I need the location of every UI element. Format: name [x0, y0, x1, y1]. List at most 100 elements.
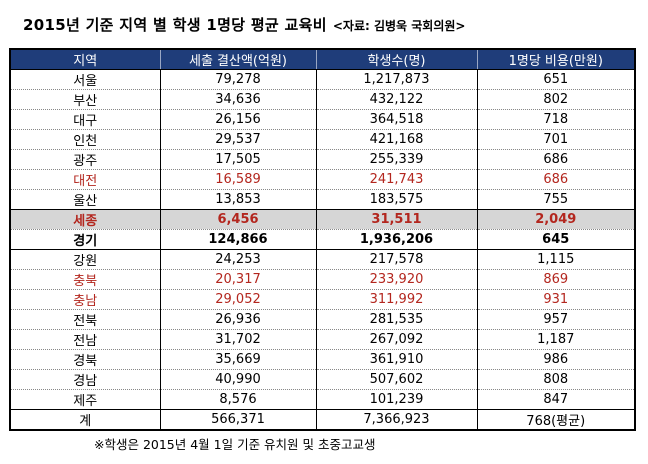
students-cell: 507,602	[315, 369, 478, 390]
table-row: 계 566,371 7,366,923 768(평균)	[9, 409, 636, 430]
spending-cell: 17,505	[159, 149, 317, 170]
per-student-cell: 686	[476, 169, 636, 190]
students-cell: 217,578	[315, 249, 478, 270]
students-cell: 267,092	[315, 329, 478, 350]
spending-cell: 13,853	[159, 189, 317, 210]
region-cell: 경북	[9, 349, 161, 370]
per-student-cell: 802	[476, 89, 636, 110]
per-student-cell: 645	[476, 229, 636, 250]
per-student-cell: 2,049	[476, 209, 636, 230]
table-row: 서울 79,278 1,217,873 651	[9, 69, 636, 90]
spending-cell: 124,866	[159, 229, 317, 250]
spending-cell: 29,052	[159, 289, 317, 310]
region-cell: 세종	[9, 209, 161, 230]
spending-cell: 40,990	[159, 369, 317, 390]
table-row: 인천 29,537 421,168 701	[9, 129, 636, 150]
per-student-cell: 1,115	[476, 249, 636, 270]
region-cell: 광주	[9, 149, 161, 170]
spending-cell: 6,456	[159, 209, 317, 230]
education-cost-table: 지역 세출 결산액(억원) 학생수(명) 1명당 비용(만원) 서울 79,278…	[9, 48, 636, 431]
region-cell: 강원	[9, 249, 161, 270]
table-row: 제주 8,576 101,239 847	[9, 389, 636, 410]
region-cell: 충북	[9, 269, 161, 290]
region-cell: 계	[9, 409, 161, 430]
table-row: 충남 29,052 311,992 931	[9, 289, 636, 310]
region-cell: 인천	[9, 129, 161, 150]
table-body: 서울 79,278 1,217,873 651 부산 34,636 432,122 802 대구…	[9, 69, 636, 430]
table-row: 경남 40,990 507,602 808	[9, 369, 636, 390]
region-cell: 대전	[9, 169, 161, 190]
region-cell: 경기	[9, 229, 161, 250]
per-student-cell: 718	[476, 109, 636, 130]
table-row: 전남 31,702 267,092 1,187	[9, 329, 636, 350]
document-title-line: 2015년 기준 지역 별 학생 1명당 평균 교육비 <자료: 김병욱 국회의원…	[23, 14, 465, 36]
spending-cell: 34,636	[159, 89, 317, 110]
students-cell: 101,239	[315, 389, 478, 410]
per-student-cell: 808	[476, 369, 636, 390]
table-row: 대전 16,589 241,743 686	[9, 169, 636, 190]
students-cell: 241,743	[315, 169, 478, 190]
region-cell: 부산	[9, 89, 161, 110]
spending-cell: 31,702	[159, 329, 317, 350]
spending-cell: 8,576	[159, 389, 317, 410]
per-student-cell: 768(평균)	[476, 409, 636, 430]
table-header-row: 지역 세출 결산액(억원) 학생수(명) 1명당 비용(만원)	[9, 49, 636, 70]
students-cell: 361,910	[315, 349, 478, 370]
footnote: ※학생은 2015년 4월 1일 기준 유치원 및 초중고교생	[94, 437, 376, 452]
table-row: 광주 17,505 255,339 686	[9, 149, 636, 170]
region-cell: 충남	[9, 289, 161, 310]
table-row: 울산 13,853 183,575 755	[9, 189, 636, 210]
region-cell: 제주	[9, 389, 161, 410]
per-student-cell: 701	[476, 129, 636, 150]
header-students: 학생수(명)	[315, 49, 478, 70]
students-cell: 281,535	[315, 309, 478, 330]
header-spending: 세출 결산액(억원)	[159, 49, 317, 70]
spending-cell: 16,589	[159, 169, 317, 190]
header-region: 지역	[9, 49, 161, 70]
region-cell: 대구	[9, 109, 161, 130]
table-row: 강원 24,253 217,578 1,115	[9, 249, 636, 270]
per-student-cell: 847	[476, 389, 636, 410]
per-student-cell: 931	[476, 289, 636, 310]
per-student-cell: 755	[476, 189, 636, 210]
per-student-cell: 986	[476, 349, 636, 370]
per-student-cell: 869	[476, 269, 636, 290]
region-cell: 경남	[9, 369, 161, 390]
students-cell: 255,339	[315, 149, 478, 170]
per-student-cell: 957	[476, 309, 636, 330]
per-student-cell: 1,187	[476, 329, 636, 350]
table-row: 전북 26,936 281,535 957	[9, 309, 636, 330]
region-cell: 전북	[9, 309, 161, 330]
spending-cell: 20,317	[159, 269, 317, 290]
per-student-cell: 651	[476, 69, 636, 90]
table-row: 경기 124,866 1,936,206 645	[9, 229, 636, 250]
students-cell: 1,217,873	[315, 69, 478, 90]
table-row: 부산 34,636 432,122 802	[9, 89, 636, 110]
spending-cell: 29,537	[159, 129, 317, 150]
page-title: 2015년 기준 지역 별 학생 1명당 평균 교육비	[23, 16, 327, 34]
region-cell: 전남	[9, 329, 161, 350]
table-row: 충북 20,317 233,920 869	[9, 269, 636, 290]
students-cell: 31,511	[315, 209, 478, 230]
table-row: 경북 35,669 361,910 986	[9, 349, 636, 370]
table-row: 대구 26,156 364,518 718	[9, 109, 636, 130]
students-cell: 7,366,923	[315, 409, 478, 430]
students-cell: 183,575	[315, 189, 478, 210]
table-row: 세종 6,456 31,511 2,049	[9, 209, 636, 230]
students-cell: 233,920	[315, 269, 478, 290]
students-cell: 364,518	[315, 109, 478, 130]
source-label: <자료: 김병욱 국회의원>	[332, 19, 466, 33]
spending-cell: 566,371	[159, 409, 317, 430]
students-cell: 432,122	[315, 89, 478, 110]
region-cell: 서울	[9, 69, 161, 90]
students-cell: 421,168	[315, 129, 478, 150]
spending-cell: 35,669	[159, 349, 317, 370]
per-student-cell: 686	[476, 149, 636, 170]
students-cell: 1,936,206	[315, 229, 478, 250]
spending-cell: 79,278	[159, 69, 317, 90]
students-cell: 311,992	[315, 289, 478, 310]
region-cell: 울산	[9, 189, 161, 210]
spending-cell: 24,253	[159, 249, 317, 270]
spending-cell: 26,156	[159, 109, 317, 130]
header-per-student: 1명당 비용(만원)	[476, 49, 636, 70]
